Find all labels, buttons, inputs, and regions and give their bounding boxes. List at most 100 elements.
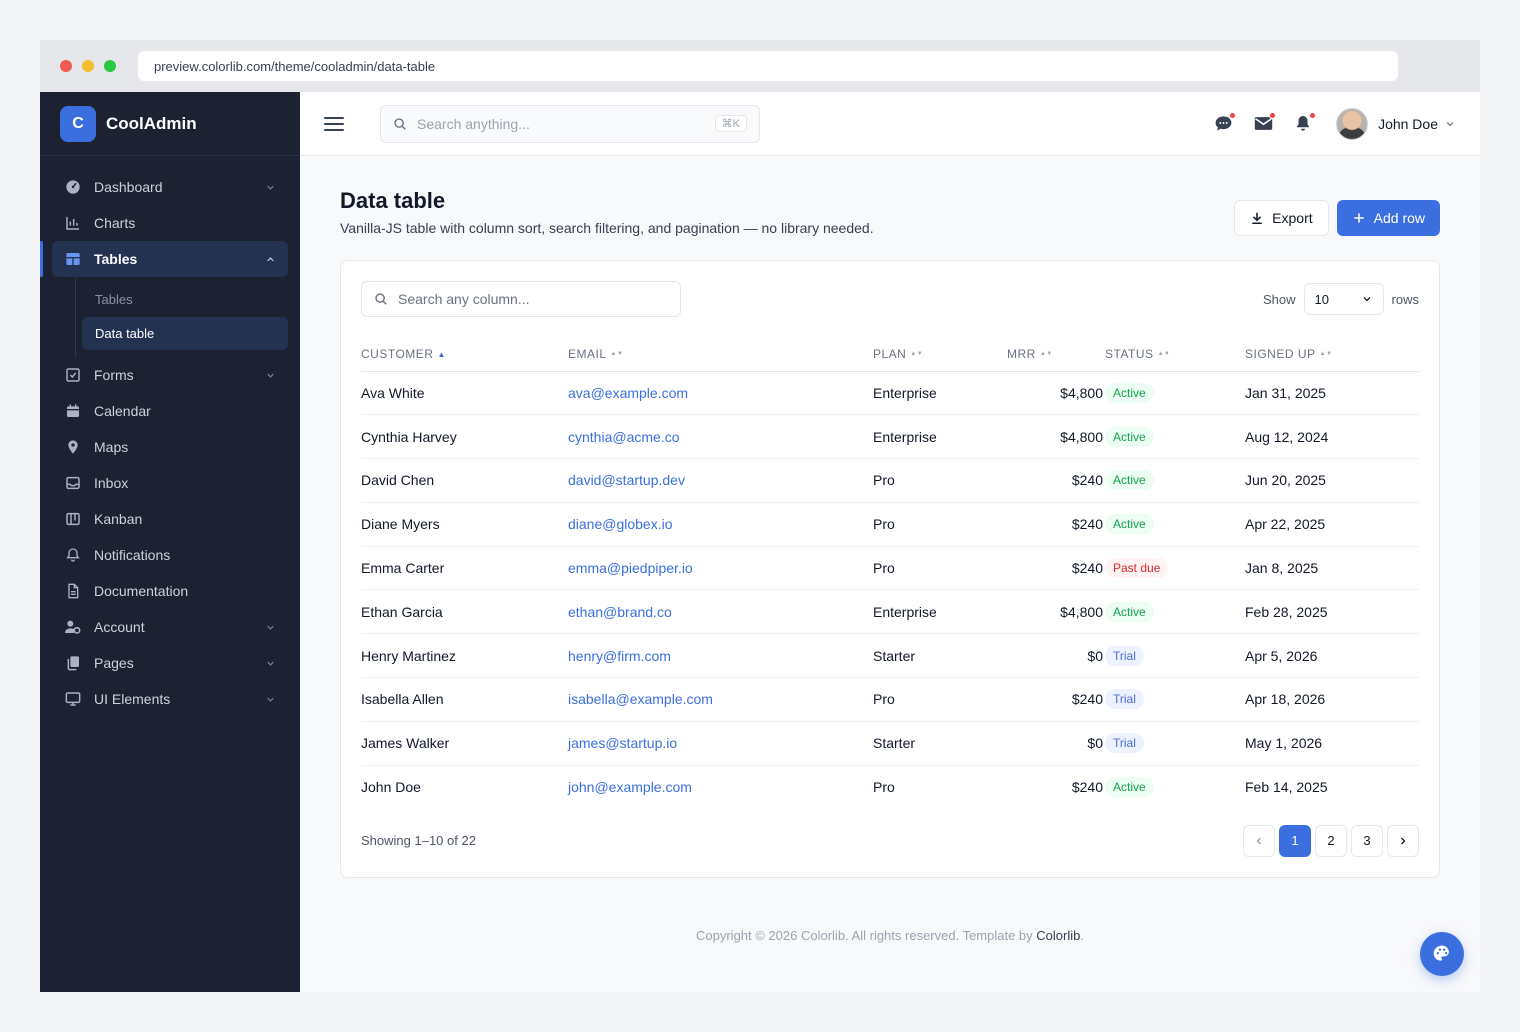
chevron-right-icon (1397, 835, 1409, 847)
global-search-input[interactable]: Search anything... ⌘K (380, 104, 760, 143)
column-header-label: MRR (1007, 346, 1036, 361)
column-header-mrr[interactable]: MRR ▲▼ (1007, 337, 1105, 372)
table-row[interactable]: Isabella Allen isabella@example.com Pro $24… (361, 677, 1419, 722)
table-row[interactable]: Diane Myers diane@globex.io Pro $240 Active A… (361, 502, 1419, 547)
maximize-window-dot[interactable] (104, 60, 116, 72)
sidebar-item-forms[interactable]: Forms (52, 357, 288, 393)
cell-email[interactable]: henry@firm.com (568, 633, 873, 679)
column-header-status[interactable]: STATUS ▲▼ (1105, 337, 1245, 372)
table-row[interactable]: David Chen david@startup.dev Pro $240 Active… (361, 458, 1419, 503)
sidebar-item-inbox[interactable]: Inbox (52, 465, 288, 501)
user-name[interactable]: John Doe (1378, 115, 1438, 132)
close-window-dot[interactable] (60, 60, 72, 72)
user-avatar[interactable] (1336, 107, 1369, 140)
app: C CoolAdmin Dashboard Charts Tables Tables D… (40, 92, 1480, 992)
cell-mrr: $4,800 (1007, 414, 1105, 460)
chevron-down-icon[interactable] (1444, 118, 1456, 130)
cell-status: Past due (1105, 546, 1245, 591)
sidebar-item-label: Maps (94, 439, 129, 455)
address-bar[interactable]: preview.colorlib.com/theme/cooladmin/dat… (138, 51, 1398, 81)
column-header-customer[interactable]: CUSTOMER ▲ (361, 337, 568, 372)
next-page-button[interactable] (1387, 824, 1419, 857)
show-label: Show (1263, 291, 1296, 307)
minimize-window-dot[interactable] (82, 60, 94, 72)
monitor-icon (64, 690, 82, 708)
cell-mrr: $240 (1007, 677, 1105, 722)
bell-icon (64, 546, 82, 564)
page-size-select[interactable]: 10 (1303, 283, 1384, 315)
cell-email[interactable]: james@startup.io (568, 721, 873, 766)
page-title: Data table (340, 188, 446, 213)
column-header-label: STATUS (1105, 346, 1154, 361)
chat-icon[interactable] (1212, 111, 1237, 135)
cell-email[interactable]: ava@example.com (568, 371, 873, 416)
table-row[interactable]: Cynthia Harvey cynthia@acme.co Enterprise $… (361, 414, 1419, 460)
column-header-signed-up[interactable]: SIGNED UP ▲▼ (1245, 337, 1419, 372)
table-row[interactable]: Emma Carter emma@piedpiper.io Pro $240 Past … (361, 546, 1419, 591)
bell-icon[interactable] (1292, 111, 1317, 135)
sidebar-item-kanban[interactable]: Kanban (52, 501, 288, 537)
column-header-email[interactable]: EMAIL ▲▼ (568, 337, 873, 372)
cell-email[interactable]: emma@piedpiper.io (568, 546, 873, 591)
page-button-3[interactable]: 3 (1351, 824, 1383, 857)
sidebar-item-charts[interactable]: Charts (52, 205, 288, 241)
export-button[interactable]: Export (1234, 200, 1329, 236)
sidebar-item-notifications[interactable]: Notifications (52, 537, 288, 573)
chevron-up-icon (265, 254, 276, 265)
submenu-item-data-table[interactable]: Data table (82, 317, 288, 350)
cell-email[interactable]: john@example.com (568, 779, 692, 796)
inbox-icon (64, 474, 82, 492)
cell-email[interactable]: diane@globex.io (568, 502, 873, 547)
sidebar-item-pages[interactable]: Pages (52, 645, 288, 681)
chart-icon (64, 214, 82, 232)
cell-status: Active (1105, 589, 1245, 635)
palette-icon (1432, 944, 1452, 964)
cell-signed-up: Feb 28, 2025 (1245, 589, 1419, 635)
cell-mrr: $0 (1007, 721, 1105, 766)
status-badge: Active (1105, 426, 1154, 447)
cell-email[interactable]: ethan@brand.co (568, 589, 873, 635)
cell-signed-up: Jan 31, 2025 (1245, 371, 1419, 416)
menu-icon[interactable] (324, 116, 346, 132)
table-row[interactable]: John Doe john@example.com Pro $240 Active Feb… (361, 765, 1419, 809)
cell-email[interactable]: cynthia@acme.co (568, 414, 873, 460)
add-row-button[interactable]: Add row (1336, 200, 1440, 236)
sidebar-item-label: Charts (94, 215, 136, 231)
page-button-1[interactable]: 1 (1279, 824, 1311, 857)
cell-status: Trial (1105, 677, 1245, 722)
table-row[interactable]: Ava White ava@example.com Enterprise $4,800… (361, 371, 1419, 416)
column-header-plan[interactable]: PLAN ▲▼ (873, 337, 1007, 372)
brand-logo: C (60, 105, 96, 142)
sidebar-item-label: Inbox (94, 475, 129, 491)
table-row[interactable]: Henry Martinez henry@firm.com Starter $0 Tri… (361, 633, 1419, 679)
cell-email[interactable]: david@startup.dev (568, 458, 873, 503)
sort-icon: ▲▼ (1157, 351, 1171, 358)
table-search-input[interactable]: Search any column... (361, 281, 681, 317)
sidebar-item-dashboard[interactable]: Dashboard (52, 169, 288, 205)
copyright-text: Copyright © 2026 Colorlib. All rights re… (696, 927, 1037, 943)
cell-customer: Isabella Allen (361, 677, 568, 722)
sidebar-item-label: Account (94, 619, 145, 635)
cell-email[interactable]: isabella@example.com (568, 677, 873, 722)
sidebar-item-maps[interactable]: Maps (52, 429, 288, 465)
table-row[interactable]: James Walker james@startup.io Starter $0 Tri… (361, 721, 1419, 766)
sidebar-item-account[interactable]: Account (52, 609, 288, 645)
brand[interactable]: C CoolAdmin (40, 92, 300, 156)
submenu-item-tables[interactable]: Tables (95, 292, 133, 307)
cell-plan: Pro (873, 677, 1007, 722)
page-button-2[interactable]: 2 (1315, 824, 1347, 857)
sidebar-item-ui-elements[interactable]: UI Elements (52, 681, 288, 717)
sidebar-item-tables[interactable]: Tables (40, 241, 288, 277)
mail-icon[interactable] (1252, 111, 1277, 135)
theme-palette-button[interactable] (1420, 932, 1464, 976)
sidebar-item-calendar[interactable]: Calendar (52, 393, 288, 429)
table-row[interactable]: Ethan Garcia ethan@brand.co Enterprise $4,8… (361, 589, 1419, 635)
cell-mrr: $0 (1007, 633, 1105, 679)
status-badge: Active (1105, 382, 1154, 403)
sidebar-nav: Dashboard Charts Tables Tables Data table For… (40, 156, 300, 730)
prev-page-button[interactable] (1243, 824, 1275, 857)
colorlib-link[interactable]: Colorlib (1036, 927, 1081, 943)
showing-text: Showing 1–10 of 22 (361, 833, 476, 849)
sidebar-item-documentation[interactable]: Documentation (52, 573, 288, 609)
